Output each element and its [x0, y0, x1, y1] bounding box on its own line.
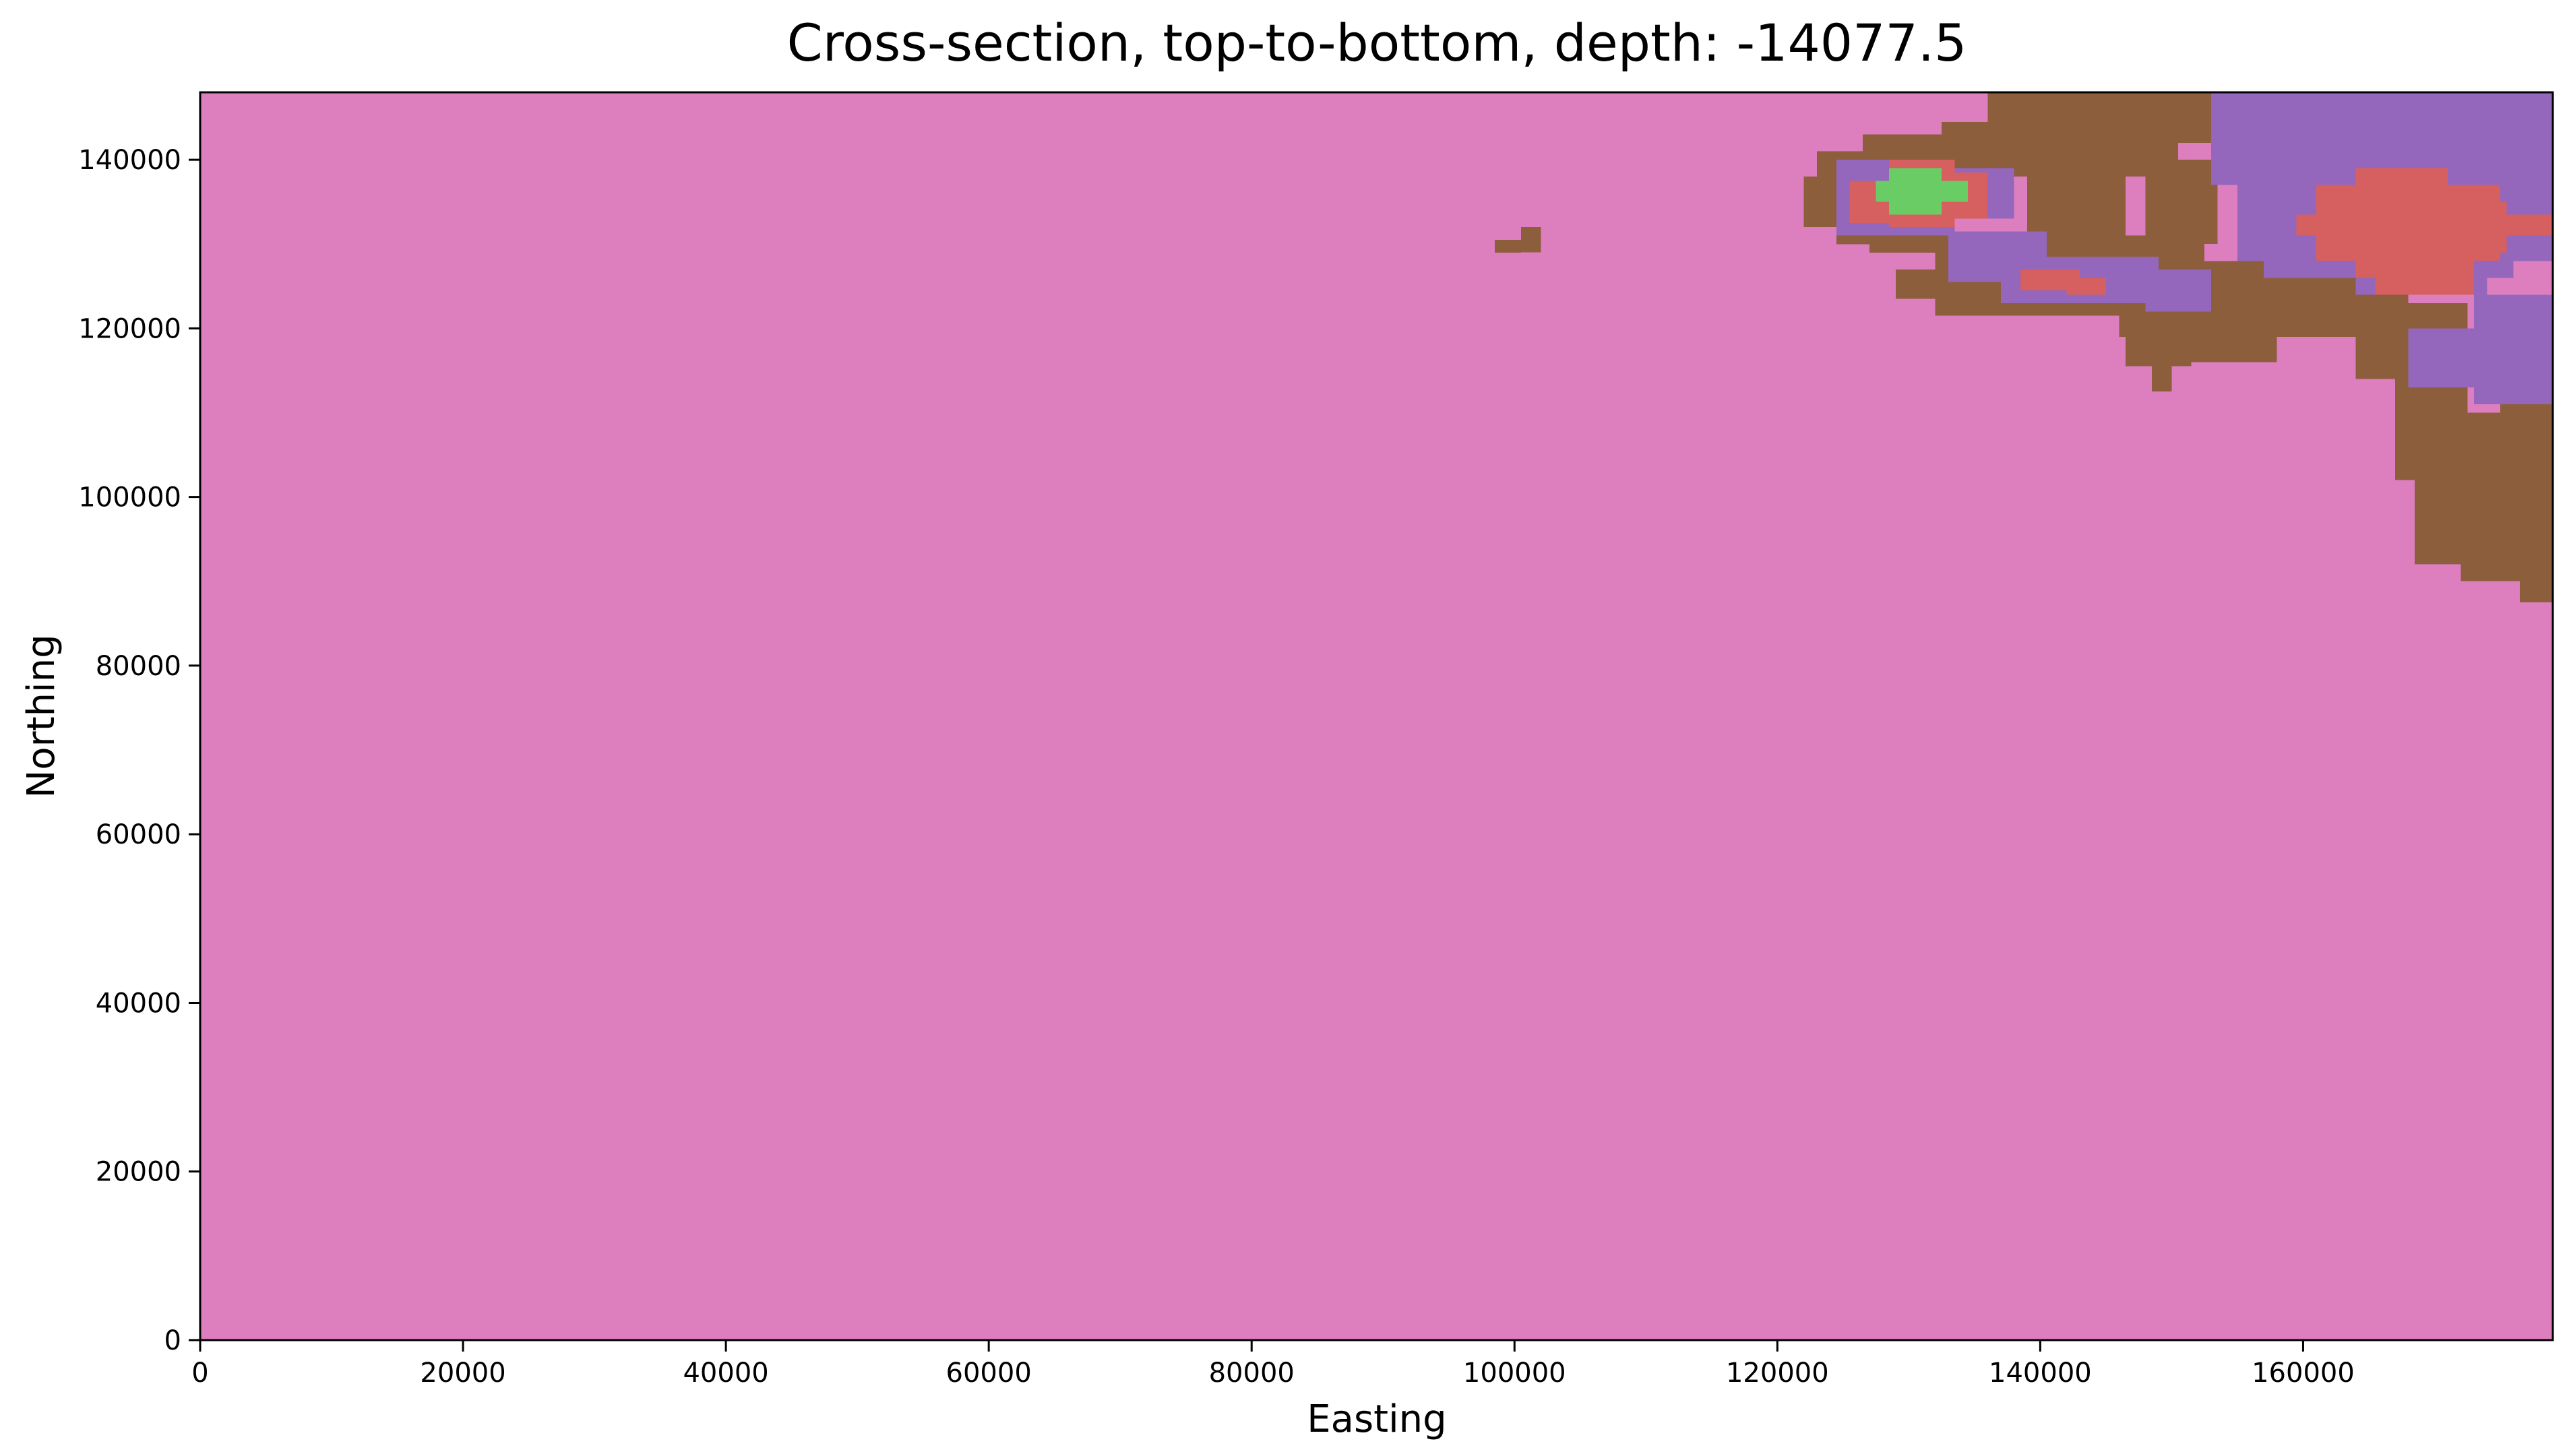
heatmap-cell-unit-2-region-9 [2375, 257, 2474, 295]
heatmap-cell-unit-0-region-30 [2520, 463, 2553, 603]
x-tick-label: 20000 [420, 1358, 505, 1389]
plot-frame [199, 91, 2554, 1341]
heatmap-cell-unit-2-region-4 [2066, 278, 2106, 295]
y-tick-label: 120000 [78, 313, 181, 344]
x-tick-label: 120000 [1726, 1358, 1829, 1389]
heatmap-cell-unit-1-region-11 [2474, 294, 2553, 404]
y-tick-label: 40000 [96, 988, 181, 1019]
y-tick-label: 0 [164, 1325, 181, 1356]
chart-title: Cross-section, top-to-bottom, depth: -14… [787, 13, 1967, 73]
y-tick-label: 140000 [78, 145, 181, 176]
y-tick-label: 100000 [78, 482, 181, 513]
x-axis-label: Easting [1307, 1397, 1446, 1441]
x-tick-label: 80000 [1209, 1358, 1295, 1389]
y-axis-ticks: 0 20000 40000 60000 80000 100000 120000 140000 [78, 145, 200, 1356]
heatmap-cell-unit-0-region-14 [2145, 160, 2218, 245]
x-tick-label: 0 [191, 1358, 208, 1389]
heatmap-cell-unit-0-region-22 [2277, 294, 2356, 337]
y-axis-label: Northing [20, 634, 63, 798]
x-tick-label: 40000 [683, 1358, 768, 1389]
heatmap-cell-unit-0-region-0 [1495, 240, 1521, 253]
x-tick-label: 140000 [1989, 1358, 2092, 1389]
heatmap-cell-unit-2-region-8 [2415, 201, 2507, 253]
heatmap-cell-unit-3-region-1 [1889, 168, 1942, 215]
y-tick-label: 80000 [96, 651, 181, 682]
heatmap-cell-unit-0-region-1 [1521, 227, 1541, 253]
x-axis-ticks: 0 20000 40000 60000 80000 100000 120000 140000 1… [191, 1340, 2355, 1389]
heatmap-cell-unit-0-region-19 [2152, 353, 2172, 392]
heatmap-cell-unit-1-region-5 [2145, 269, 2211, 312]
x-tick-label: 160000 [2252, 1358, 2355, 1389]
y-tick-label: 60000 [96, 819, 181, 850]
heatmap-cell-unit-0-region-9 [1895, 269, 1936, 299]
heatmap-cells [1495, 92, 2553, 603]
y-tick-label: 20000 [96, 1157, 181, 1188]
x-tick-label: 100000 [1463, 1358, 1566, 1389]
x-tick-label: 60000 [946, 1358, 1032, 1389]
